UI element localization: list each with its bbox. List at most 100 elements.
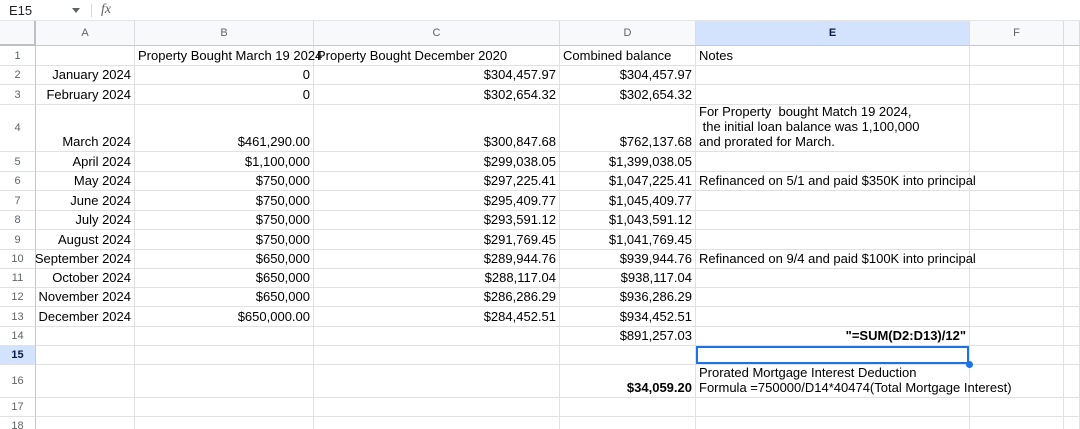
- cell-E7[interactable]: [696, 191, 970, 211]
- cell-F18[interactable]: [970, 417, 1064, 429]
- cell-B12[interactable]: $650,000: [135, 288, 314, 307]
- cell-G7[interactable]: [1064, 191, 1080, 211]
- column-header-B[interactable]: B: [135, 21, 314, 46]
- cell-E9[interactable]: [696, 230, 970, 250]
- cell-F10[interactable]: [970, 250, 1064, 269]
- cell-D8[interactable]: $1,043,591.12: [560, 211, 696, 230]
- cell-C15[interactable]: [314, 346, 560, 365]
- cell-C10[interactable]: $289,944.76: [314, 250, 560, 269]
- cell-F2[interactable]: [970, 66, 1064, 85]
- row-header-7[interactable]: 7: [0, 191, 36, 211]
- row-header-13[interactable]: 13: [0, 307, 36, 327]
- cell-A4[interactable]: March 2024: [36, 105, 135, 152]
- cell-C6[interactable]: $297,225.41: [314, 172, 560, 191]
- cell-B4[interactable]: $461,290.00: [135, 105, 314, 152]
- cell-F8[interactable]: [970, 211, 1064, 230]
- cell-E10[interactable]: Refinanced on 9/4 and paid $100K into pr…: [696, 250, 976, 269]
- cell-F3[interactable]: [970, 85, 1064, 105]
- column-header-E[interactable]: E: [696, 21, 970, 46]
- formula-input[interactable]: [111, 0, 1080, 20]
- row-header-17[interactable]: 17: [0, 398, 36, 417]
- cell-F13[interactable]: [970, 307, 1064, 327]
- cell-D2[interactable]: $304,457.97: [560, 66, 696, 85]
- cell-B10[interactable]: $650,000: [135, 250, 314, 269]
- row-header-12[interactable]: 12: [0, 288, 36, 307]
- row-header-3[interactable]: 3: [0, 85, 36, 105]
- cell-F14[interactable]: [970, 327, 1064, 346]
- cell-E11[interactable]: [696, 269, 970, 288]
- cell-A7[interactable]: June 2024: [36, 191, 135, 211]
- cell-B16[interactable]: [135, 365, 314, 398]
- cell-D11[interactable]: $938,117.04: [560, 269, 696, 288]
- cell-C18[interactable]: [314, 417, 560, 429]
- row-header-10[interactable]: 10: [0, 250, 36, 269]
- cell-D16[interactable]: $34,059.20: [560, 365, 696, 398]
- cell-C14[interactable]: [314, 327, 560, 346]
- cell-B18[interactable]: [135, 417, 314, 429]
- cell-G2[interactable]: [1064, 66, 1080, 85]
- cell-F15[interactable]: [970, 346, 1064, 365]
- cell-C11[interactable]: $288,117.04: [314, 269, 560, 288]
- cell-G14[interactable]: [1064, 327, 1080, 346]
- cell-G17[interactable]: [1064, 398, 1080, 417]
- cell-G12[interactable]: [1064, 288, 1080, 307]
- cell-E13[interactable]: [696, 307, 970, 327]
- cell-D7[interactable]: $1,045,409.77: [560, 191, 696, 211]
- row-header-1[interactable]: 1: [0, 46, 36, 66]
- cell-A13[interactable]: December 2024: [36, 307, 135, 327]
- cell-A10[interactable]: September 2024: [35, 250, 135, 269]
- cell-C9[interactable]: $291,769.45: [314, 230, 560, 250]
- cell-F1[interactable]: [970, 46, 1064, 66]
- cell-G3[interactable]: [1064, 85, 1080, 105]
- cell-F17[interactable]: [970, 398, 1064, 417]
- cell-D13[interactable]: $934,452.51: [560, 307, 696, 327]
- cell-G8[interactable]: [1064, 211, 1080, 230]
- cell-D9[interactable]: $1,041,769.45: [560, 230, 696, 250]
- cell-A2[interactable]: January 2024: [36, 66, 135, 85]
- cell-A15[interactable]: [36, 346, 135, 365]
- cell-D17[interactable]: [560, 398, 696, 417]
- cell-F7[interactable]: [970, 191, 1064, 211]
- cell-B11[interactable]: $650,000: [135, 269, 314, 288]
- cell-C1[interactable]: Property Bought December 2020: [314, 46, 560, 66]
- cell-C8[interactable]: $293,591.12: [314, 211, 560, 230]
- cell-A5[interactable]: April 2024: [36, 152, 135, 172]
- cell-E4[interactable]: For Property bought Match 19 2024, the i…: [696, 104, 970, 152]
- cell-D1[interactable]: Combined balance: [560, 46, 696, 66]
- cell-G6[interactable]: [1064, 172, 1080, 191]
- cell-G9[interactable]: [1064, 230, 1080, 250]
- row-header-8[interactable]: 8: [0, 211, 36, 230]
- cell-D12[interactable]: $936,286.29: [560, 288, 696, 307]
- namebox-dropdown-icon[interactable]: [72, 7, 80, 13]
- cell-G1[interactable]: [1064, 46, 1080, 66]
- row-header-18[interactable]: 18: [0, 417, 36, 429]
- cell-A17[interactable]: [36, 398, 135, 417]
- cell-D6[interactable]: $1,047,225.41: [560, 172, 696, 191]
- cell-C17[interactable]: [314, 398, 560, 417]
- cell-B9[interactable]: $750,000: [135, 230, 314, 250]
- row-header-14[interactable]: 14: [0, 327, 36, 346]
- cell-E14[interactable]: "=SUM(D2:D13)/12": [696, 327, 970, 346]
- cell-B17[interactable]: [135, 398, 314, 417]
- cell-E6[interactable]: Refinanced on 5/1 and paid $350K into pr…: [696, 172, 976, 191]
- row-header-4[interactable]: 4: [0, 105, 36, 152]
- cell-E5[interactable]: [696, 152, 970, 172]
- cell-D4[interactable]: $762,137.68: [560, 105, 696, 152]
- cell-F6[interactable]: [970, 172, 1064, 191]
- cell-C7[interactable]: $295,409.77: [314, 191, 560, 211]
- cell-E1[interactable]: Notes: [696, 46, 970, 66]
- cell-F9[interactable]: [970, 230, 1064, 250]
- cell-D18[interactable]: [560, 417, 696, 429]
- row-header-6[interactable]: 6: [0, 172, 36, 191]
- cell-A18[interactable]: [36, 417, 135, 429]
- cell-B7[interactable]: $750,000: [135, 191, 314, 211]
- cell-G13[interactable]: [1064, 307, 1080, 327]
- cell-C4[interactable]: $300,847.68: [314, 105, 560, 152]
- cell-C2[interactable]: $304,457.97: [314, 66, 560, 85]
- cell-B6[interactable]: $750,000: [135, 172, 314, 191]
- cell-C12[interactable]: $286,286.29: [314, 288, 560, 307]
- column-header-D[interactable]: D: [560, 21, 696, 46]
- row-header-9[interactable]: 9: [0, 230, 36, 250]
- cell-A16[interactable]: [36, 365, 135, 398]
- cell-C13[interactable]: $284,452.51: [314, 307, 560, 327]
